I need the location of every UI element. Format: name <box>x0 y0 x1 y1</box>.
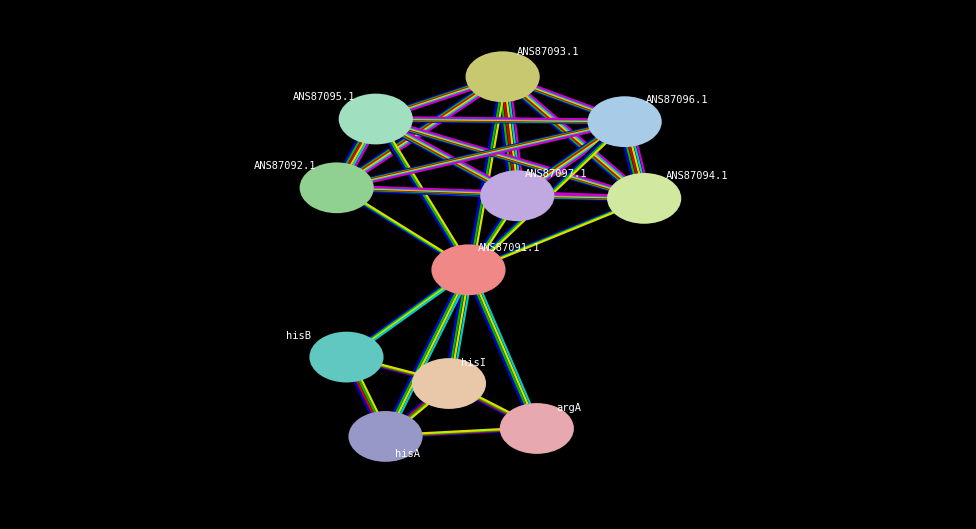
Text: argA: argA <box>556 403 582 413</box>
Ellipse shape <box>466 51 540 102</box>
Ellipse shape <box>300 162 374 213</box>
Ellipse shape <box>480 170 554 221</box>
Ellipse shape <box>339 94 413 144</box>
Text: hisI: hisI <box>461 358 486 368</box>
Text: hisB: hisB <box>286 331 311 341</box>
Ellipse shape <box>500 403 574 454</box>
Text: ANS87096.1: ANS87096.1 <box>646 95 709 105</box>
Text: ANS87095.1: ANS87095.1 <box>293 92 355 102</box>
Ellipse shape <box>348 411 423 462</box>
Text: ANS87097.1: ANS87097.1 <box>525 169 588 179</box>
Ellipse shape <box>431 244 506 295</box>
Text: ANS87091.1: ANS87091.1 <box>478 243 541 253</box>
Ellipse shape <box>588 96 662 147</box>
Ellipse shape <box>412 358 486 409</box>
Text: ANS87093.1: ANS87093.1 <box>517 47 580 57</box>
Ellipse shape <box>309 332 384 382</box>
Text: ANS87092.1: ANS87092.1 <box>254 161 316 171</box>
Ellipse shape <box>607 173 681 224</box>
Text: hisA: hisA <box>395 449 421 459</box>
Text: ANS87094.1: ANS87094.1 <box>666 171 728 181</box>
